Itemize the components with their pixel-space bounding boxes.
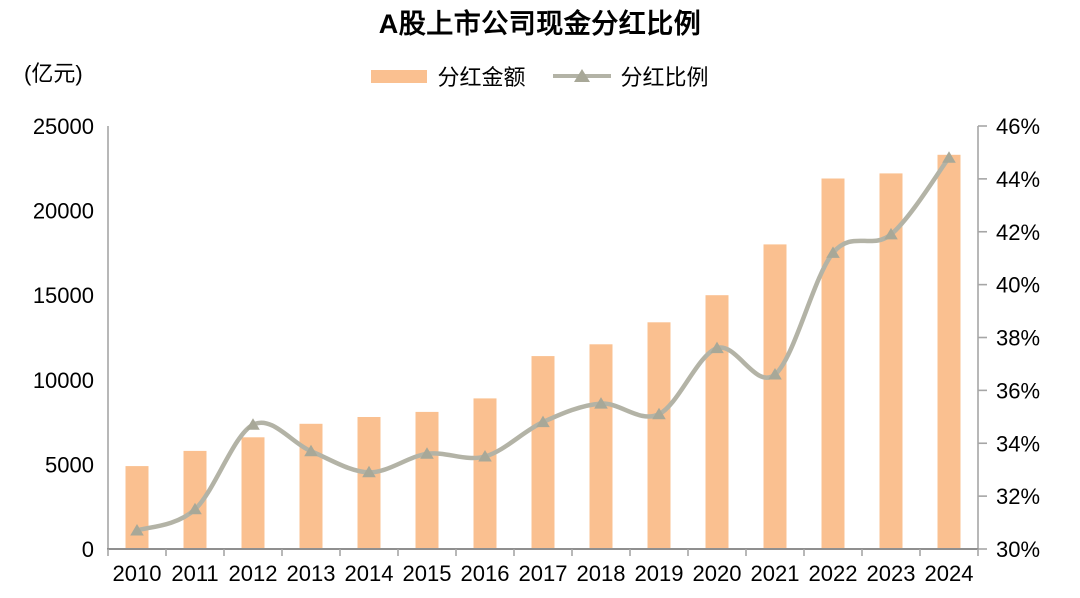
x-axis-label-2018: 2018: [577, 561, 626, 586]
marker-2024: [942, 151, 956, 163]
marker-2022: [826, 246, 840, 258]
bar-2011: [183, 450, 207, 549]
chart-title: A股上市公司现金分红比例: [378, 9, 702, 39]
legend: 分红金额 分红比例: [0, 60, 1080, 92]
right-axis-tick-label: 36%: [996, 378, 1040, 403]
marker-2013: [304, 444, 318, 457]
x-axis-label-2014: 2014: [345, 561, 394, 586]
marker-2018: [594, 397, 608, 409]
left-axis-tick-label: 15000: [33, 283, 94, 308]
marker-2017: [536, 415, 550, 428]
marker-2023: [884, 227, 898, 240]
left-axis-tick-label: 25000: [33, 114, 94, 139]
x-axis-label-2022: 2022: [809, 561, 858, 586]
x-axis-label-2021: 2021: [751, 561, 800, 586]
x-axis-label-2012: 2012: [229, 561, 278, 586]
bar-2013: [299, 423, 323, 549]
x-axis-label-2013: 2013: [287, 561, 336, 586]
ratio-line: [134, 155, 952, 533]
bar-2018: [589, 344, 613, 549]
x-axis-label-2024: 2024: [925, 561, 974, 586]
marker-2016: [478, 450, 492, 462]
right-axis-tick-label: 30%: [996, 537, 1040, 562]
bar-2014: [357, 417, 381, 549]
bar-2023: [879, 173, 903, 549]
x-axis-label-2015: 2015: [403, 561, 452, 586]
bar-2024: [937, 154, 961, 550]
marker-2014: [362, 465, 376, 478]
legend-label-dividend-ratio: 分红比例: [620, 65, 709, 90]
bar-2022: [821, 178, 845, 549]
left-axis-tick-label: 10000: [33, 368, 94, 393]
right-axis-tick-label: 42%: [996, 220, 1040, 245]
left-axis-unit-label: (亿元): [24, 61, 83, 86]
x-axis-label-2023: 2023: [867, 561, 916, 586]
bar-2016: [473, 398, 497, 549]
bar-2010: [125, 466, 149, 549]
x-axis-label-2020: 2020: [693, 561, 742, 586]
bar-2017: [531, 356, 555, 549]
marker-2012: [246, 418, 260, 430]
left-axis-tick-label: 5000: [45, 452, 94, 477]
x-axis-label-2010: 2010: [113, 561, 162, 586]
legend-item-dividend-ratio: 分红比例: [552, 60, 709, 92]
marker-2021: [768, 368, 782, 380]
marker-2010: [130, 524, 144, 536]
bar-2015: [415, 411, 439, 549]
bar-2021: [763, 244, 787, 549]
marker-2019: [652, 407, 666, 420]
marker-2020: [710, 341, 724, 354]
legend-triangle-marker-icon: [573, 69, 590, 82]
marker-2011: [188, 502, 202, 515]
left-axis-tick-label: 20000: [33, 199, 94, 224]
right-axis-tick-label: 46%: [996, 114, 1040, 139]
right-axis-tick-label: 44%: [996, 167, 1040, 192]
right-axis-tick-label: 40%: [996, 273, 1040, 298]
bar-series-swatch: [371, 69, 428, 83]
bar-2020: [705, 295, 729, 549]
bar-2019: [647, 322, 671, 549]
line-series-swatch: [552, 68, 611, 84]
right-axis-tick-label: 34%: [996, 431, 1040, 456]
bar-2012: [241, 437, 265, 549]
legend-item-dividend-amount: 分红金额: [371, 60, 526, 92]
x-axis-label-2011: 2011: [171, 561, 218, 586]
legend-label-dividend-amount: 分红金额: [437, 65, 526, 90]
x-axis-label-2017: 2017: [519, 561, 568, 586]
right-axis-tick-label: 32%: [996, 484, 1040, 509]
right-axis-tick-label: 38%: [996, 326, 1040, 351]
x-axis-label-2019: 2019: [635, 561, 684, 586]
marker-2015: [420, 447, 434, 459]
x-axis-label-2016: 2016: [461, 561, 510, 586]
left-axis-tick-label: 0: [82, 537, 94, 562]
